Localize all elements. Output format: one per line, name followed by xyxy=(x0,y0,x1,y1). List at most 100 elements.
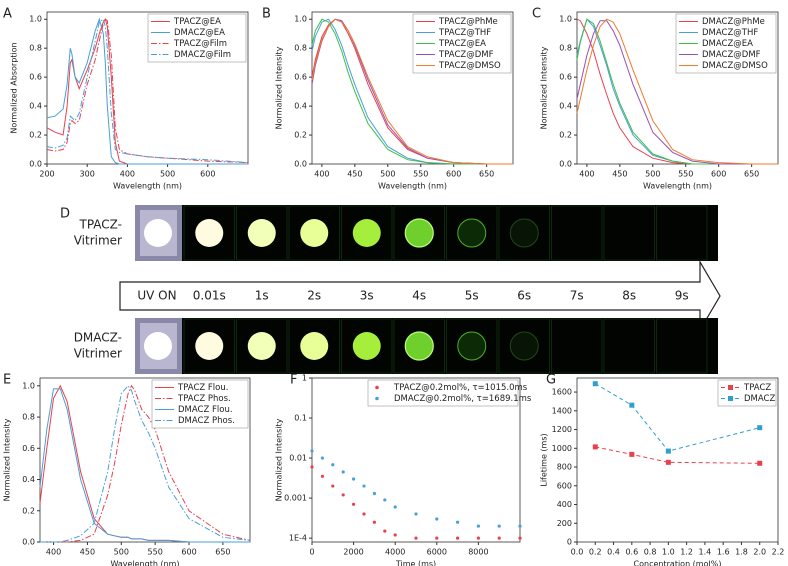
legend-label: TPACZ@THF xyxy=(438,28,491,38)
time-label: 8s xyxy=(622,289,636,303)
time-label: UV ON xyxy=(137,289,176,303)
y-tick-label: 0.01 xyxy=(289,454,307,463)
phosphor-sample xyxy=(195,219,224,247)
legend-label: TPACZ@EA xyxy=(173,17,221,27)
photo-cell xyxy=(446,318,498,374)
legend-label: DMACZ@0.2mol%, τ=1689.1ms xyxy=(394,394,532,404)
legend-label: TPACZ@Film xyxy=(173,39,227,49)
y-tick-label: 0.4 xyxy=(29,102,42,111)
series-line xyxy=(595,383,760,452)
scatter-point xyxy=(352,502,356,506)
x-tick-label: 400 xyxy=(46,548,61,557)
legend-label: TPACZ Phos. xyxy=(177,394,231,404)
y-tick-label: 0.0 xyxy=(22,538,35,547)
x-axis-title: Concentration (mol%) xyxy=(634,560,722,566)
legend-label: TPACZ xyxy=(743,383,771,393)
y-tick-label: 0 xyxy=(567,538,572,547)
scatter-point xyxy=(341,470,345,474)
x-tick-label: 450 xyxy=(347,170,362,179)
panel-label: C xyxy=(532,7,541,22)
y-tick-label: 0.6 xyxy=(22,444,35,453)
series-line xyxy=(40,384,251,543)
time-label: 0.01s xyxy=(193,289,226,303)
series-line xyxy=(39,388,250,543)
y-tick-label: 1000 xyxy=(552,444,572,453)
legend-swatch xyxy=(375,385,379,390)
x-axis-title: Time (ms) xyxy=(395,560,436,566)
phosphor-sample xyxy=(352,219,381,247)
photo-cell xyxy=(446,205,498,261)
scatter-point xyxy=(383,498,387,502)
y-tick-label: 1 xyxy=(302,374,307,383)
legend-label: DMACZ@PhMe xyxy=(702,17,765,27)
x-axis-title: Wavelength (nm) xyxy=(110,560,179,566)
legend-label: TPACZ@0.2mol%, τ=1015.0ms xyxy=(393,383,528,393)
scatter-point xyxy=(362,484,366,488)
x-tick-label: 400 xyxy=(314,170,329,179)
x-tick-label: 500 xyxy=(160,170,175,179)
phosphor-sample xyxy=(509,218,539,248)
x-tick-label: 0.0 xyxy=(571,548,584,557)
y-tick-label: 0.0 xyxy=(294,160,307,169)
y-tick-label: 1.0 xyxy=(294,15,307,24)
y-tick-label: 800 xyxy=(557,463,572,472)
photo-cell xyxy=(393,318,445,374)
panel-label: D xyxy=(60,207,70,222)
series-line xyxy=(46,18,249,164)
photo-cell xyxy=(236,205,288,261)
x-tick-label: 550 xyxy=(148,548,163,557)
x-axis-title: Wavelength (nm) xyxy=(643,182,712,191)
scatter-point xyxy=(331,484,335,488)
y-tick-label: 1400 xyxy=(552,406,572,415)
x-tick-label: 1.0 xyxy=(662,548,675,557)
photo-cell xyxy=(603,205,655,261)
phosphor-sample xyxy=(509,331,539,361)
y-tick-label: 0.6 xyxy=(294,73,307,82)
time-label: 1s xyxy=(255,289,269,303)
y-tick-label: 400 xyxy=(557,500,572,509)
point-marker xyxy=(665,448,671,454)
x-tick-label: 0.8 xyxy=(644,548,657,557)
y-tick-label: 0.2 xyxy=(29,131,42,140)
photo-cell xyxy=(183,205,235,261)
x-tick-label: 550 xyxy=(413,170,428,179)
photo-cell xyxy=(341,205,393,261)
y-tick-label: 0.2 xyxy=(22,506,35,515)
legend-label: DMACZ@THF xyxy=(702,28,758,38)
y-tick-label: 1600 xyxy=(552,388,572,397)
series-line xyxy=(576,20,778,165)
row-label: Vitrimer xyxy=(74,234,122,248)
y-tick-label: 1.0 xyxy=(29,15,42,24)
legend-label: TPACZ@DMF xyxy=(438,50,494,60)
x-tick-label: 450 xyxy=(80,548,95,557)
x-tick-label: 550 xyxy=(678,170,693,179)
phosphor-sample xyxy=(457,218,487,248)
plot-frame xyxy=(576,11,779,165)
series-line xyxy=(40,384,251,543)
series-line xyxy=(311,18,513,165)
legend-marker xyxy=(728,396,733,401)
scatter-point xyxy=(310,465,314,469)
plot-frame xyxy=(311,377,521,543)
legend-label: DMACZ Phos. xyxy=(178,416,235,426)
scatter-point xyxy=(456,536,460,540)
time-label: 5s xyxy=(465,289,479,303)
series-line xyxy=(576,18,778,165)
y-axis-title: Lifetime (ms) xyxy=(540,433,549,486)
photo-cell xyxy=(498,318,550,374)
phosphor-sample xyxy=(352,332,381,360)
x-tick-label: 500 xyxy=(645,170,660,179)
photo-cell xyxy=(656,205,708,261)
panel-label: E xyxy=(3,373,11,388)
point-marker xyxy=(592,444,598,450)
x-tick-label: 600 xyxy=(711,170,726,179)
x-tick-label: 2000 xyxy=(343,548,363,557)
x-tick-label: 0.2 xyxy=(589,548,602,557)
photo-cell xyxy=(498,205,550,261)
x-tick-label: 650 xyxy=(744,170,759,179)
y-tick-label: 1200 xyxy=(552,425,572,434)
phosphor-sample xyxy=(457,331,487,361)
scatter-point xyxy=(435,517,439,521)
point-marker xyxy=(757,425,763,431)
